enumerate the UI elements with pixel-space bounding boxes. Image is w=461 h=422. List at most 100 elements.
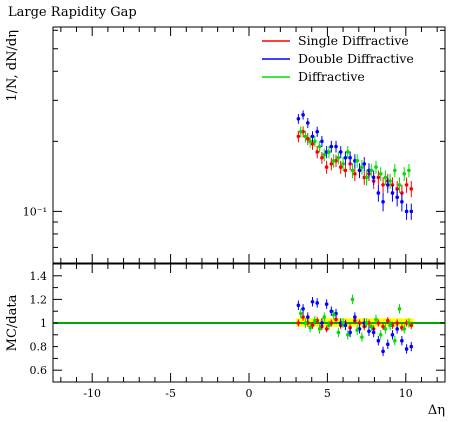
data-point: [329, 144, 334, 149]
data-point: [306, 315, 310, 319]
data-point: [381, 349, 385, 354]
data-point: [397, 307, 402, 311]
y-tick-label: 1.2: [30, 293, 48, 306]
data-point: [338, 165, 343, 169]
data-point: [369, 324, 374, 329]
data-point: [336, 330, 341, 335]
legend-label: Single Diffractive: [298, 33, 409, 48]
data-point: [378, 333, 383, 337]
data-point: [367, 329, 371, 334]
data-point: [310, 134, 315, 139]
data-point: [329, 162, 334, 166]
ratio-x-ticks: -10 -5 0 5 10: [60, 264, 438, 400]
data-point: [348, 330, 352, 335]
main-x-ticks: [60, 27, 438, 263]
data-point: [296, 116, 301, 121]
data-point: [364, 175, 369, 180]
data-point: [378, 172, 383, 176]
data-point: [407, 321, 411, 325]
data-point: [298, 129, 303, 134]
data-point: [355, 158, 359, 163]
data-point: [327, 323, 331, 328]
data-point: [381, 199, 385, 204]
data-point: [360, 165, 364, 169]
data-point: [362, 162, 367, 166]
data-point: [336, 155, 341, 160]
y-tick-label: 0.6: [30, 364, 48, 377]
data-point: [343, 168, 348, 173]
data-point: [374, 165, 378, 169]
data-point: [331, 158, 336, 163]
data-point: [388, 179, 392, 183]
data-point: [402, 172, 407, 176]
data-point: [393, 168, 397, 173]
data-point: [385, 318, 390, 323]
data-point: [345, 150, 350, 154]
data-point: [364, 321, 369, 325]
data-point: [357, 321, 362, 325]
data-point: [393, 338, 397, 343]
data-point: [383, 175, 388, 180]
data-point: [395, 195, 399, 200]
data-point: [400, 199, 404, 204]
data-point: [324, 302, 329, 306]
data-point: [404, 347, 409, 351]
data-point: [348, 155, 352, 160]
data-point: [310, 142, 315, 146]
x-tick-label: 10: [399, 387, 413, 400]
data-point: [298, 311, 303, 316]
data-point: [381, 183, 385, 187]
data-point: [345, 333, 350, 337]
data-point: [400, 338, 404, 343]
data-point: [317, 144, 322, 149]
data-point: [350, 168, 355, 173]
data-point: [338, 150, 343, 154]
data-point: [376, 321, 381, 325]
data-point: [296, 134, 301, 139]
data-point: [371, 175, 376, 180]
legend-label: Diffractive: [298, 69, 365, 84]
data-point: [381, 324, 385, 329]
data-point: [409, 344, 414, 349]
data-point: [320, 139, 324, 144]
data-point: [334, 317, 338, 322]
data-point: [313, 139, 317, 144]
data-point: [331, 312, 336, 317]
data-point: [376, 338, 381, 343]
data-point: [301, 113, 305, 117]
data-point: [329, 309, 334, 314]
data-point: [306, 121, 310, 125]
data-point: [404, 183, 409, 187]
data-point: [409, 209, 414, 214]
data-point: [301, 307, 305, 311]
data-point: [353, 172, 357, 176]
data-point: [306, 137, 310, 141]
data-point: [320, 321, 324, 325]
data-point: [322, 315, 327, 319]
x-tick-label: -5: [165, 387, 176, 400]
data-point: [313, 318, 317, 323]
data-point: [303, 134, 308, 139]
ratio-y-axis-label: MC/data: [5, 294, 20, 351]
data-point: [390, 333, 395, 337]
data-point: [385, 183, 390, 187]
main-y-axis-label: 1/N, dN/dη: [5, 30, 20, 102]
data-point: [343, 323, 348, 328]
y-tick-label: 1: [40, 317, 47, 330]
data-point: [310, 323, 315, 328]
data-point: [315, 301, 320, 305]
data-point: [308, 325, 312, 330]
data-point: [315, 150, 320, 154]
data-point: [353, 315, 357, 319]
data-point: [320, 155, 324, 160]
legend: Single Diffractive Double Diffractive Diff…: [262, 33, 414, 84]
data-point: [327, 150, 331, 154]
data-point: [324, 165, 329, 169]
data-point: [341, 321, 345, 325]
data-point: [355, 328, 359, 332]
ratio-data-series: [296, 294, 414, 357]
data-point: [360, 335, 364, 339]
data-point: [369, 168, 374, 173]
x-tick-label: 5: [324, 387, 331, 400]
